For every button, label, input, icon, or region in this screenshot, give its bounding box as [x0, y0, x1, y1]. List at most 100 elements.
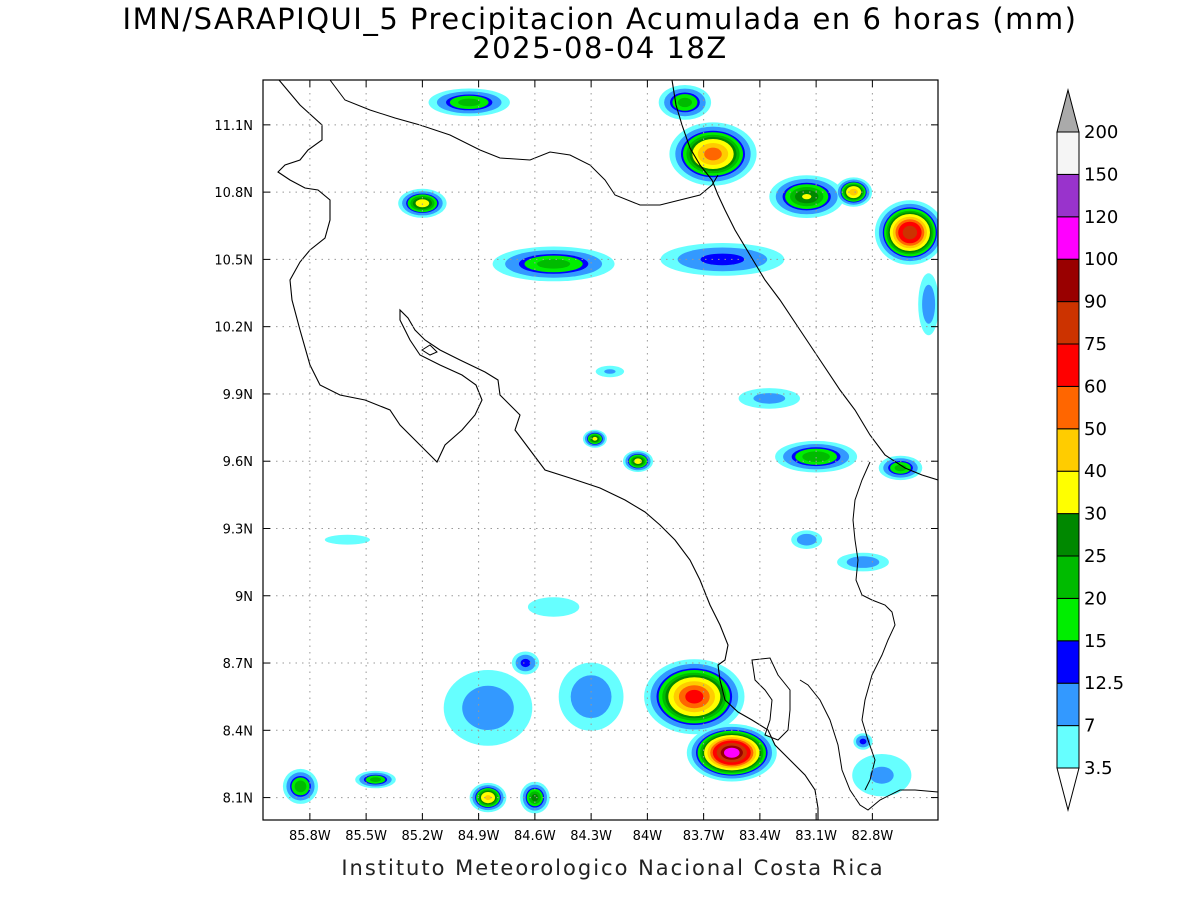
precip-contour-7-cell-17	[570, 675, 612, 719]
precip-contour-30-cell-2	[802, 194, 812, 200]
colorbar-label: 75	[1084, 334, 1107, 355]
y-tick-label: 9.6N	[223, 455, 253, 470]
precip-contour-20-cell-13	[894, 464, 907, 472]
precip-contour-7-cell-28	[846, 556, 880, 568]
colorbar-label: 40	[1084, 461, 1107, 482]
precip-contour-30-cell-10	[592, 436, 598, 441]
precip-contour-3.5-cell-30	[527, 597, 580, 617]
precip-contour-20-cell-22	[370, 777, 381, 782]
precip-contour-100-cell-16	[724, 747, 740, 758]
x-tick-label: 84.9W	[458, 829, 500, 844]
colorbar-label: 15	[1084, 631, 1107, 652]
colorbar-label: 12.5	[1084, 673, 1124, 694]
colorbar-label: 3.5	[1084, 758, 1113, 779]
colorbar-over-arrow	[1056, 88, 1080, 133]
precip-contour-7-cell-29	[796, 533, 817, 546]
plot-frame	[262, 79, 939, 821]
x-tick-label: 84.3W	[570, 829, 612, 844]
x-tick-label: 84.6W	[514, 829, 556, 844]
colorbar-label: 150	[1084, 164, 1118, 185]
colorbar-swatch-120	[1056, 173, 1080, 218]
colorbar-label: 90	[1084, 292, 1107, 313]
x-tick-label: 85.8W	[289, 829, 331, 844]
panama-border	[852, 461, 896, 791]
precip-contour-7-cell-27	[604, 369, 616, 374]
y-tick-label: 8.4N	[223, 724, 253, 739]
y-tick-label: 11.1N	[214, 119, 253, 134]
colorbar-label: 120	[1084, 207, 1118, 228]
precip-contour-20-cell-1	[677, 97, 693, 108]
colorbar-under-arrow	[1056, 767, 1080, 812]
y-tick-label: 8.7N	[223, 657, 253, 672]
colorbar-swatch-60	[1056, 343, 1080, 387]
colorbar-label: 100	[1084, 249, 1118, 270]
colorbar-swatch-3.5	[1056, 725, 1080, 769]
y-tick-label: 9.3N	[223, 522, 253, 537]
precip-contour-20-cell-8	[537, 259, 571, 269]
precip-contour-12.5-cell-9	[700, 253, 745, 266]
colorbar-label: 60	[1084, 376, 1107, 397]
precip-contour-7-cell-18	[462, 685, 514, 731]
x-tick-label: 83.1W	[795, 829, 837, 844]
precip-contour-50-cell-0	[704, 147, 722, 161]
colorbar-label: 7	[1084, 716, 1095, 737]
precip-contour-3.5-cell-26	[324, 534, 370, 545]
colorbar-label: 50	[1084, 419, 1107, 440]
precipitation-field	[282, 85, 938, 814]
precip-contour-40-cell-4	[849, 188, 858, 196]
colorbar-label: 30	[1084, 504, 1107, 525]
colorbar-label: 200	[1084, 122, 1118, 143]
x-tick-label: 85.2W	[401, 829, 443, 844]
precip-contour-12.5-cell-23	[520, 658, 531, 668]
y-tick-label: 9N	[235, 590, 253, 605]
colorbar-swatch-150	[1056, 131, 1080, 175]
colorbar-legend: 3.5 7 12.5 15 20 25 30 40 50 60 75 90 100 120 150 200	[1056, 88, 1124, 812]
pacific-coastline	[277, 80, 819, 820]
x-tick-label: 85.5W	[345, 829, 387, 844]
precip-contour-20-cell-21	[294, 780, 307, 793]
precip-contour-30-cell-7	[415, 199, 430, 208]
colorbar-label: 20	[1084, 588, 1107, 609]
y-tick-label: 10.5N	[214, 253, 253, 268]
y-tick-label: 10.8N	[214, 186, 253, 201]
x-tick-label: 82.8W	[851, 829, 893, 844]
latitude-axis: 8.1N 8.4N 8.7N 9N 9.3N 9.6N 9.9N 10.2N 10.5N 10.8…	[214, 119, 938, 807]
colorbar-swatch-100	[1056, 216, 1080, 260]
x-tick-label: 84W	[633, 829, 663, 844]
colorbar-swatch-50	[1056, 385, 1080, 430]
precip-contour-25-cell-20	[531, 793, 539, 802]
precip-contour-7-cell-25	[869, 766, 894, 784]
colorbar-swatch-7	[1056, 682, 1080, 727]
chart-title: IMN/SARAPIQUI_5 Precipitacion Acumulada …	[122, 2, 1078, 36]
colorbar-swatch-25	[1056, 513, 1080, 557]
precip-contour-40-cell-19	[484, 795, 492, 801]
colorbar-swatch-75	[1056, 301, 1080, 345]
burica-coast	[799, 679, 938, 811]
precip-contour-7-cell-14	[753, 393, 786, 404]
precip-contour-60-cell-15	[685, 689, 704, 704]
colorbar-swatch-12.5	[1056, 640, 1080, 684]
x-tick-label: 83.4W	[739, 829, 781, 844]
y-tick-label: 10.2N	[214, 321, 253, 336]
colorbar-swatch-90	[1056, 258, 1080, 303]
precip-contour-20-cell-12	[802, 451, 830, 463]
longitude-axis: 85.8W 85.5W 85.2W 84.9W 84.6W 84.3W 84W 83.7W 83…	[289, 80, 893, 844]
osa-peninsula-gulf	[751, 657, 791, 741]
colorbar-swatch-30	[1056, 470, 1080, 515]
precip-contour-75-cell-3	[902, 225, 918, 240]
precip-contour-30-cell-11	[634, 458, 642, 465]
colorbar-swatch-20	[1056, 555, 1080, 599]
precip-contour-20-cell-6	[458, 98, 481, 107]
footer-credit: Instituto Meteorologico Nacional Costa R…	[341, 856, 885, 880]
y-tick-label: 9.9N	[223, 388, 253, 403]
precip-contour-7-cell-5	[922, 284, 936, 324]
colorbar-label: 25	[1084, 546, 1107, 567]
island	[421, 344, 438, 356]
chart-subtitle-date: 2025-08-04 18Z	[472, 31, 728, 65]
x-tick-label: 83.7W	[683, 829, 725, 844]
colorbar-swatch-15	[1056, 597, 1080, 642]
nicaragua-border	[329, 80, 719, 206]
caribbean-coastline	[671, 80, 938, 481]
colorbar-swatch-40	[1056, 428, 1080, 472]
